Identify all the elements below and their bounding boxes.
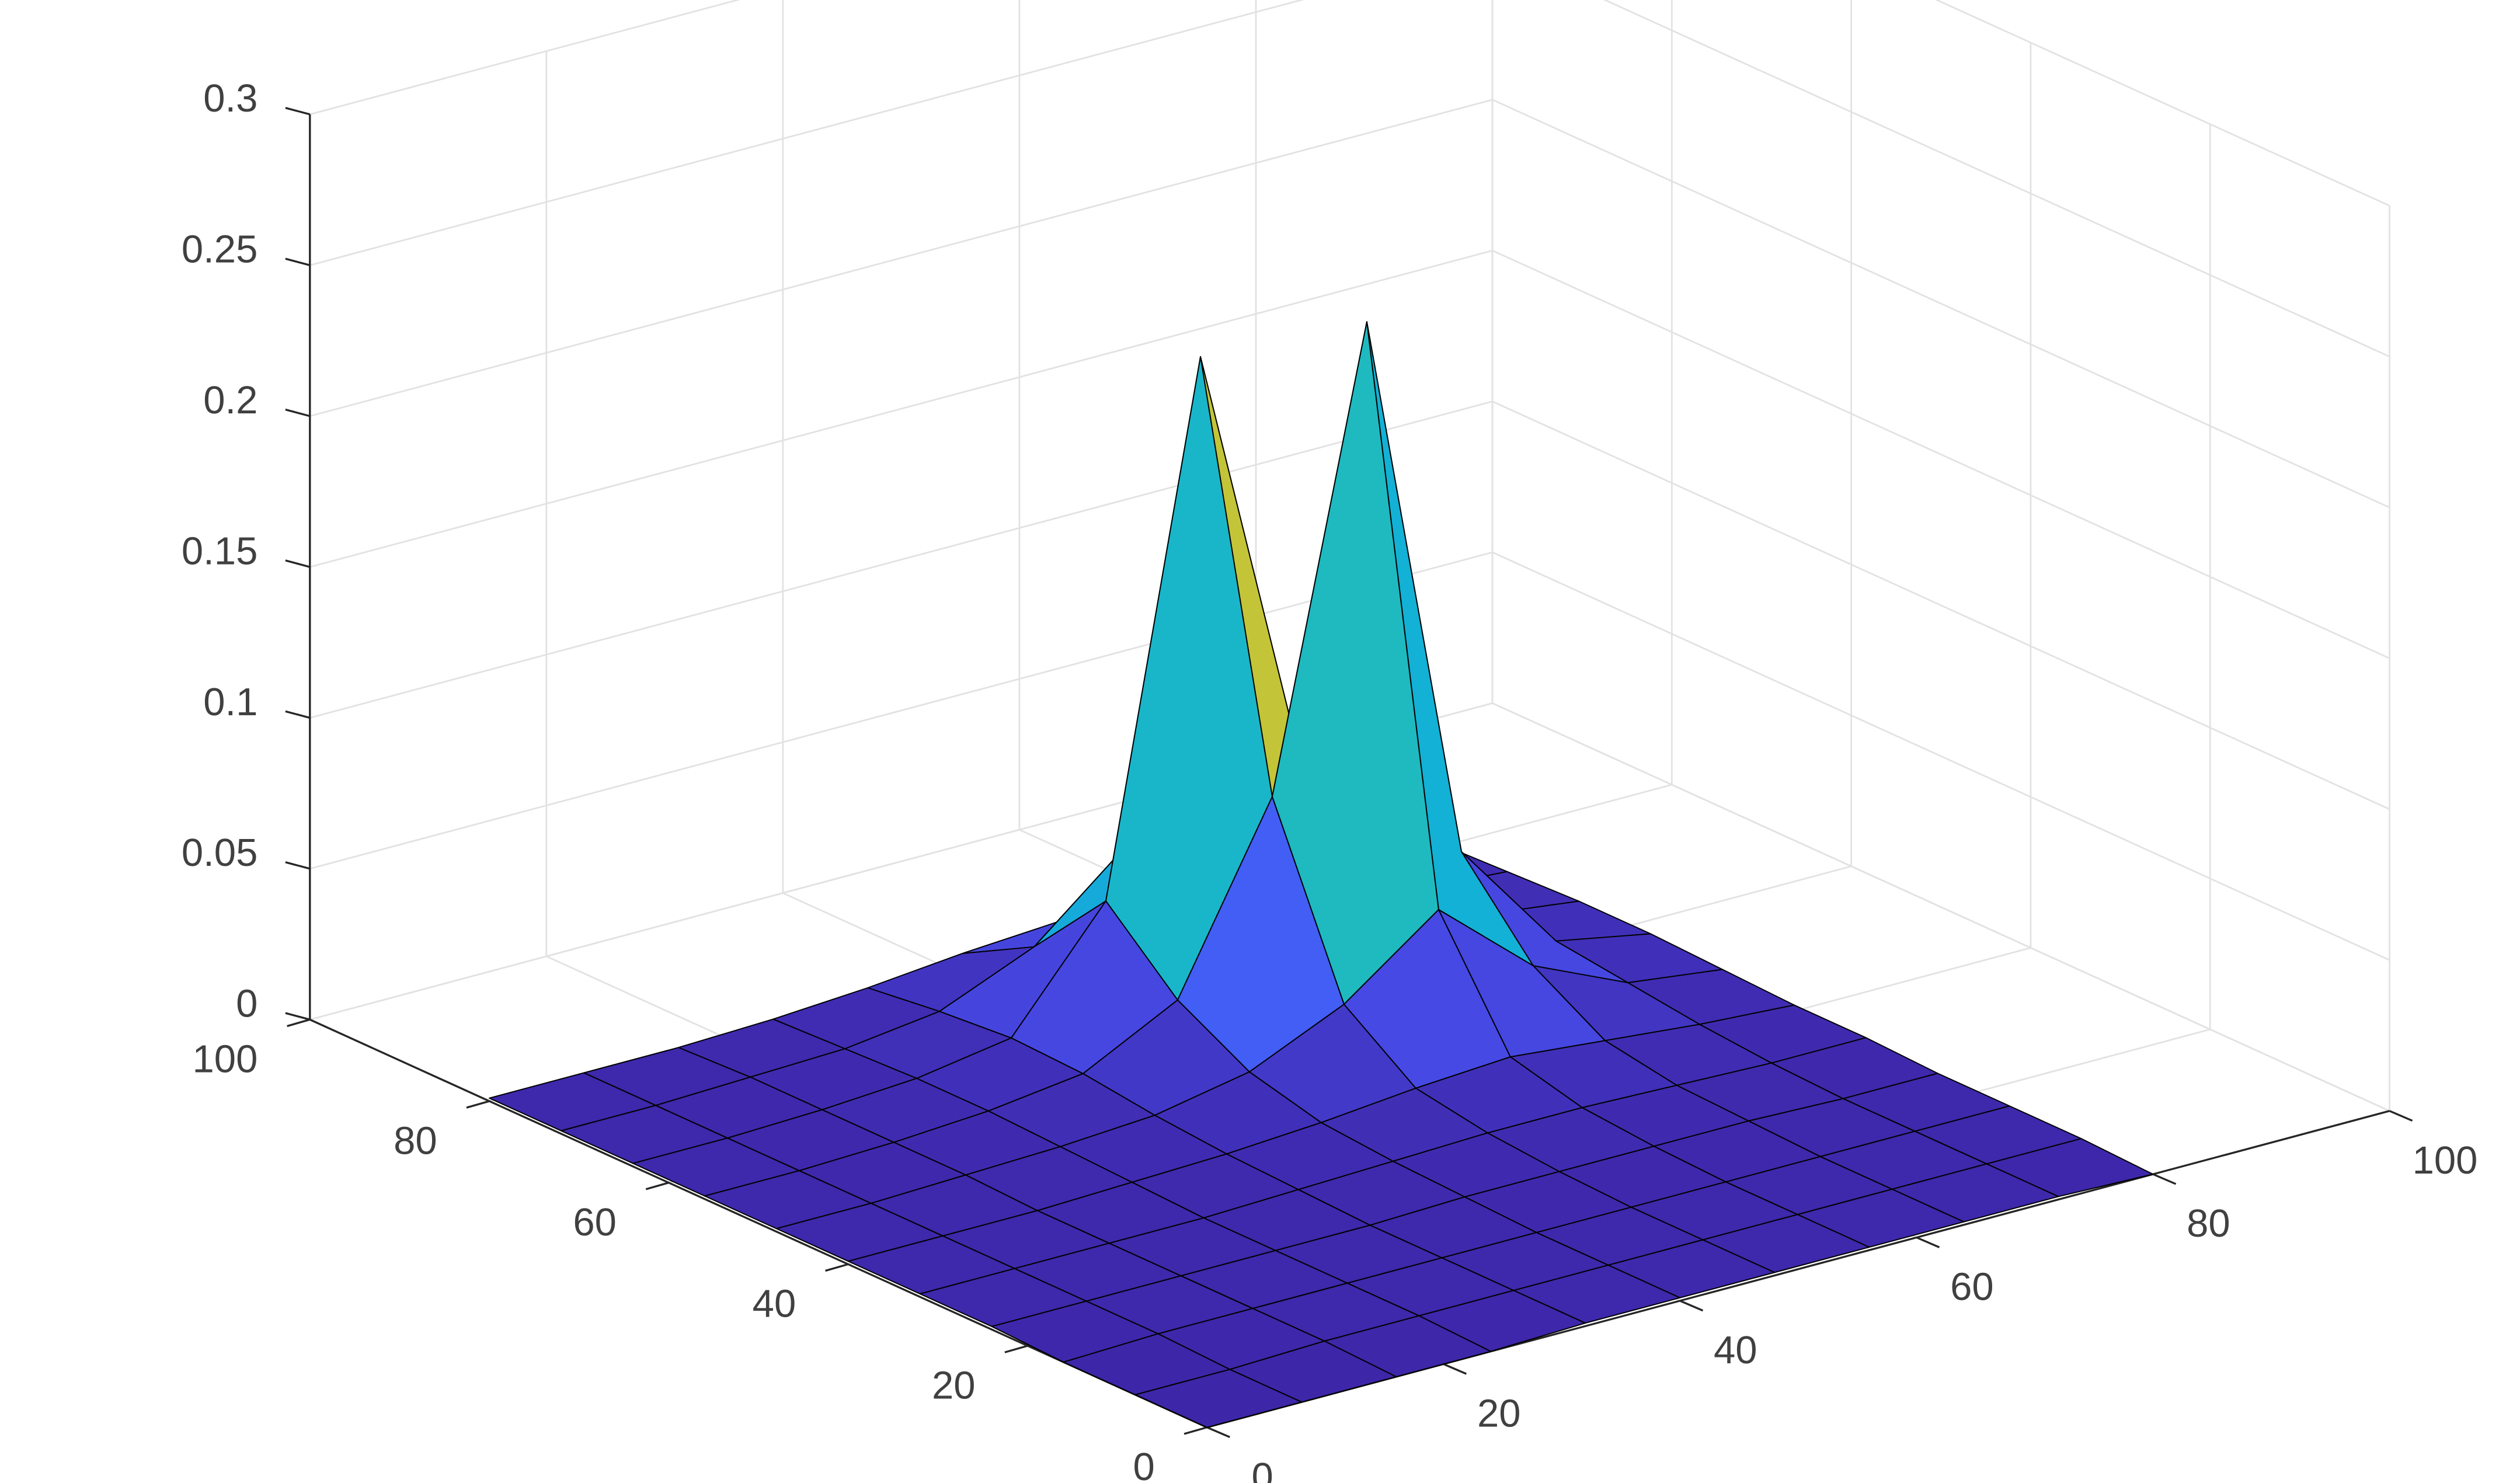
z-tick-label: 0.05	[182, 831, 257, 875]
grid-line	[309, 0, 741, 116]
z-tick-label: 0.3	[203, 76, 257, 120]
z-tick-label: 0	[236, 982, 257, 1026]
z-tick	[285, 861, 311, 870]
x-tick-label: 80	[2187, 1202, 2230, 1245]
z-tick-label: 0.2	[203, 378, 257, 422]
y-tick-label: 20	[932, 1363, 976, 1407]
z-tick	[285, 559, 311, 568]
y-tick-label: 60	[573, 1200, 617, 1244]
grid-line	[309, 551, 1493, 870]
z-tick	[285, 257, 311, 266]
y-tick-label: 40	[753, 1282, 796, 1326]
z-tick	[285, 107, 311, 116]
z-tick-label: 0.25	[182, 228, 257, 271]
y-tick	[466, 1100, 490, 1109]
surface-patch	[1134, 1369, 1303, 1428]
grid-line	[1492, 249, 2390, 659]
grid-line	[1603, 0, 2390, 357]
x-tick	[1916, 1236, 1940, 1248]
y-tick	[1004, 1345, 1028, 1353]
x-tick	[1206, 1426, 1230, 1438]
x-tick-label: 0	[1252, 1455, 1273, 1483]
grid-line	[1492, 99, 2390, 509]
z-tick-label: 0.1	[203, 680, 257, 724]
y-tick-label: 80	[394, 1119, 437, 1162]
grid-line	[309, 0, 1304, 266]
z-tick	[285, 710, 311, 719]
x-tick-label: 40	[1714, 1328, 1757, 1372]
grid-line	[309, 249, 1493, 568]
x-tick	[2389, 1110, 2413, 1122]
x-tick-label: 60	[1950, 1265, 1994, 1309]
y-tick	[825, 1263, 849, 1272]
grid-line	[1935, 0, 2390, 207]
grid-line	[1492, 401, 2390, 810]
x-tick	[1679, 1300, 1704, 1312]
z-tick	[285, 408, 311, 417]
y-tick	[287, 1018, 311, 1028]
grid-line	[1492, 551, 2390, 961]
x-tick-label: 20	[1477, 1391, 1521, 1435]
x-tick	[1443, 1363, 1467, 1375]
grid-line	[309, 99, 1493, 417]
z-tick	[285, 1012, 311, 1021]
y-tick	[1184, 1426, 1207, 1435]
z-tick-label: 0.15	[182, 529, 257, 573]
grid-line	[1492, 702, 2390, 1112]
y-tick	[645, 1182, 669, 1190]
y-tick-label: 0	[1133, 1445, 1155, 1483]
grid-line	[309, 401, 1493, 719]
x-tick	[2152, 1173, 2177, 1185]
x-tick-label: 100	[2413, 1139, 2478, 1182]
y-tick-label: 100	[193, 1038, 258, 1081]
